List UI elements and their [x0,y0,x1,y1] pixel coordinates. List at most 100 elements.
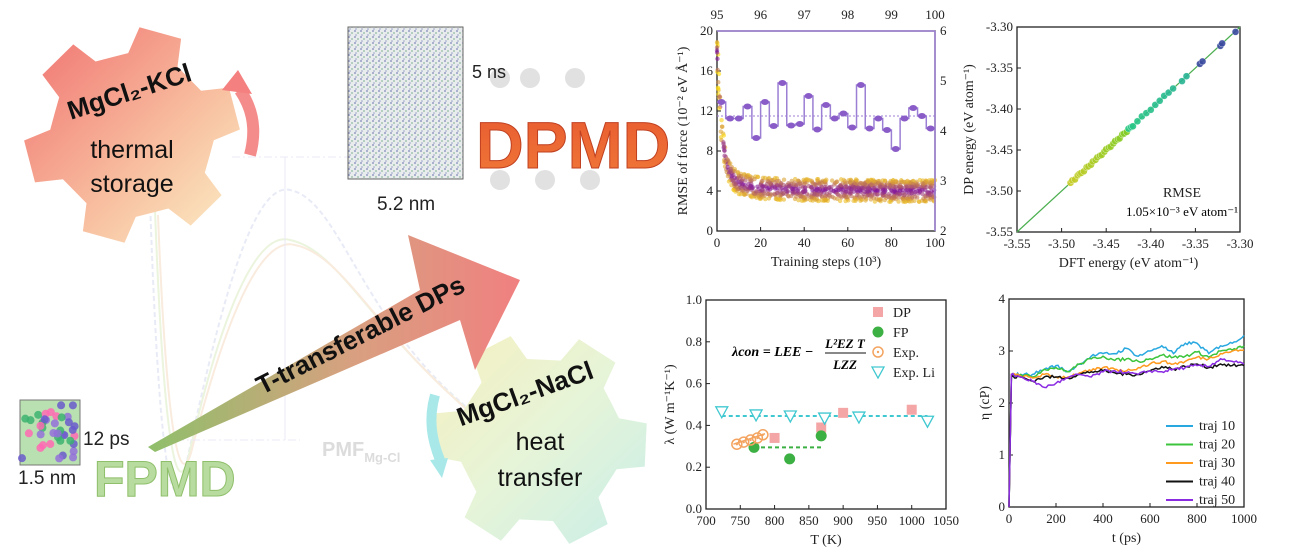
top-tick-label: 96 [754,7,768,22]
dp-point [769,432,780,443]
y-tick-label: -3.50 [986,183,1013,198]
parity-point [1156,97,1164,105]
force-rmse-point [901,198,906,203]
atom [50,419,59,428]
dpmd-time: 5 ns [472,62,506,82]
dp-energy-point [787,122,796,129]
force-rmse-point [920,187,925,193]
fpmd-time: 12 ps [83,429,129,450]
x-tick-label: 1000 [899,513,925,528]
dp-energy-point [891,146,900,152]
x-tick-label: 40 [798,235,811,250]
force-rmse-point [875,192,881,197]
y-tick-label: 8 [707,143,714,158]
legend-label: traj 40 [1199,475,1235,490]
plot-frame [1016,26,1241,233]
force-rmse-point [812,197,818,202]
force-rmse-point [925,191,930,196]
exp-point [737,436,750,448]
top-tick-label: 95 [711,7,724,22]
y-tick-label: 0.0 [686,501,702,516]
x-axis-label: t (ps) [1112,531,1142,546]
dp-energy-point [917,113,926,119]
atom [57,413,66,422]
y-axis-label: λ (W m⁻¹K⁻¹) [663,364,678,445]
x-tick-label: 200 [1046,511,1066,526]
x-axis-label: Training steps (10³) [771,255,882,270]
force-rmse-point [714,50,720,55]
fp-point [815,430,827,442]
rmse-label: RMSE [1163,186,1201,201]
legend-label: DP [893,306,911,321]
top-tick-label: 99 [885,7,898,22]
parity-point [1147,106,1155,114]
force-rmse-point [842,179,848,184]
force-rmse-point [762,184,767,189]
x-tick-label: 400 [1093,511,1113,526]
curved-arrow-up-head [222,70,252,94]
force-rmse-point [801,177,806,183]
atom [46,408,55,417]
force-rmse-point [781,197,787,202]
force-rmse-point [781,177,787,182]
force-rmse-point [716,86,721,91]
force-rmse-point [863,182,868,187]
force-rmse-point [928,197,933,202]
force-rmse-point [716,79,721,85]
chart-viscosity: 0 200 400 600 800 1000 0 1 2 3 4 t (ps) η (cP) traj 1… [978,291,1257,546]
force-rmse-point [843,198,848,204]
force-rmse-point [819,180,825,185]
exp-point [751,432,764,444]
force-rmse-point [857,182,862,187]
force-rmse-point [834,179,839,185]
force-rmse-point [729,173,735,179]
x-tick-label: -3.35 [1182,236,1209,251]
force-rmse-point [802,190,807,195]
force-rmse-point [767,180,773,185]
atom [70,422,79,431]
force-rmse-point [765,191,771,197]
x-tick-label: 800 [765,513,785,528]
y-tick-label: -3.45 [986,142,1013,157]
force-rmse-point [822,197,828,203]
x-tick-label: 20 [754,235,767,250]
force-rmse-point [790,186,795,191]
force-rmse-point [714,39,720,45]
chart-rmse-force: 0 20 40 60 80 100 0 4 8 12 16 20 Training steps (10³… [675,7,947,270]
atom [24,429,33,438]
y-tick-label: 0.4 [686,417,703,432]
y-tick-label: 0 [707,223,714,238]
force-rmse-point [795,188,800,193]
dp-point [838,407,849,418]
x-tick-label: -3.45 [1093,236,1120,251]
parity-point [1169,84,1177,93]
dp-energy-point [726,115,735,122]
force-rmse-point [752,176,757,182]
force-rmse-point [744,174,750,179]
force-rmse-point [893,194,898,199]
exp-point-center [876,350,880,354]
legend-label: traj 50 [1199,493,1235,508]
force-rmse-point [810,181,815,186]
exp-point-center [749,438,752,442]
force-rmse-point [866,185,872,190]
force-rmse-point [719,117,724,123]
top-tick-label: 97 [798,7,812,22]
x-tick-label: -3.30 [1226,236,1253,251]
force-rmse-point [759,179,764,184]
atom [21,414,30,423]
force-rmse-point [921,181,926,187]
dp-energy-point [926,125,935,132]
dp-energy-point [883,127,892,133]
y-tick-label: 0.6 [686,376,703,391]
force-rmse-point [887,199,892,204]
formula-numerator: L²EZ T [824,336,866,351]
force-rmse-point [714,45,720,50]
x-tick-label: 0 [1006,511,1013,526]
force-rmse-point [798,194,803,199]
force-rmse-point [815,193,820,198]
fp-point [784,453,796,465]
x-tick-label: 1000 [1231,511,1257,526]
y-tick-label: 2 [999,395,1006,410]
